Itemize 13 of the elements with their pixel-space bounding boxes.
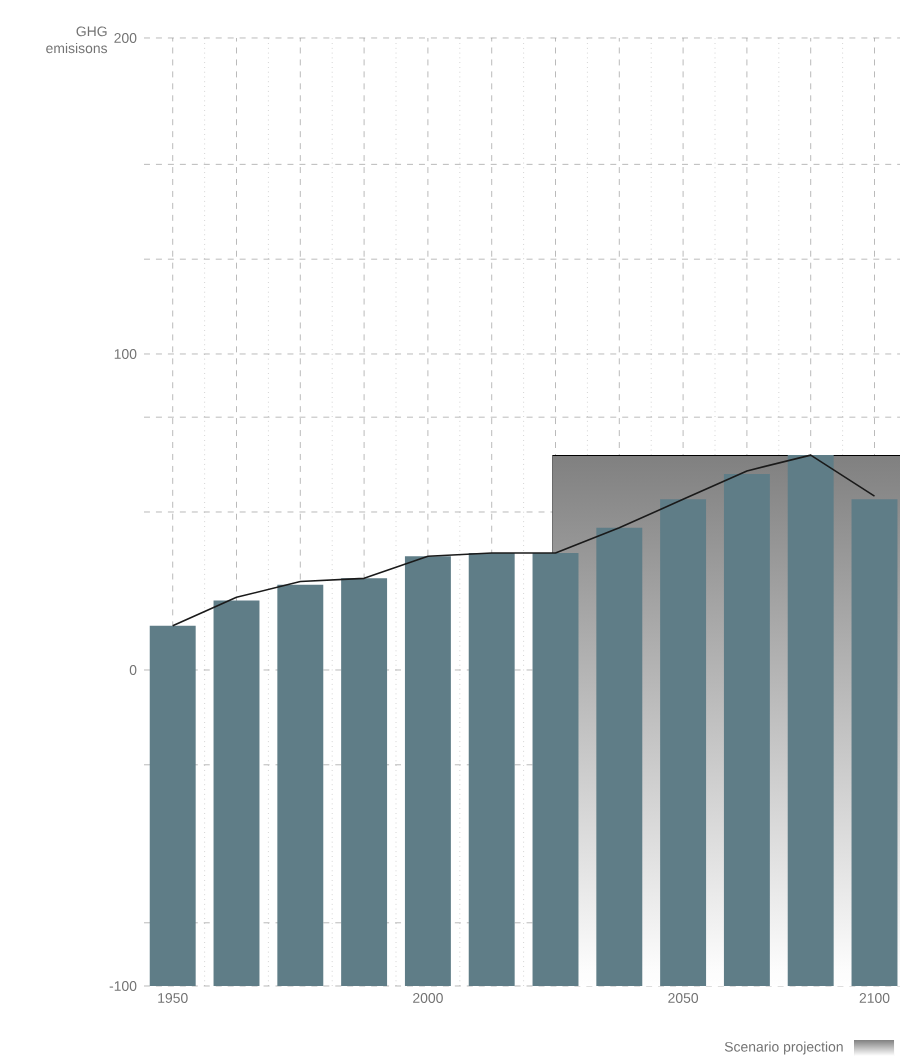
bar [596, 527, 643, 986]
bar [149, 625, 196, 986]
line-series [171, 454, 876, 627]
bar [851, 499, 898, 986]
bar [787, 455, 834, 986]
bar [340, 578, 387, 986]
bar [404, 556, 451, 986]
bar [723, 474, 770, 986]
bar [532, 553, 579, 986]
bar [468, 553, 515, 986]
bar [213, 600, 260, 986]
bar [277, 584, 324, 986]
bar [659, 499, 706, 986]
